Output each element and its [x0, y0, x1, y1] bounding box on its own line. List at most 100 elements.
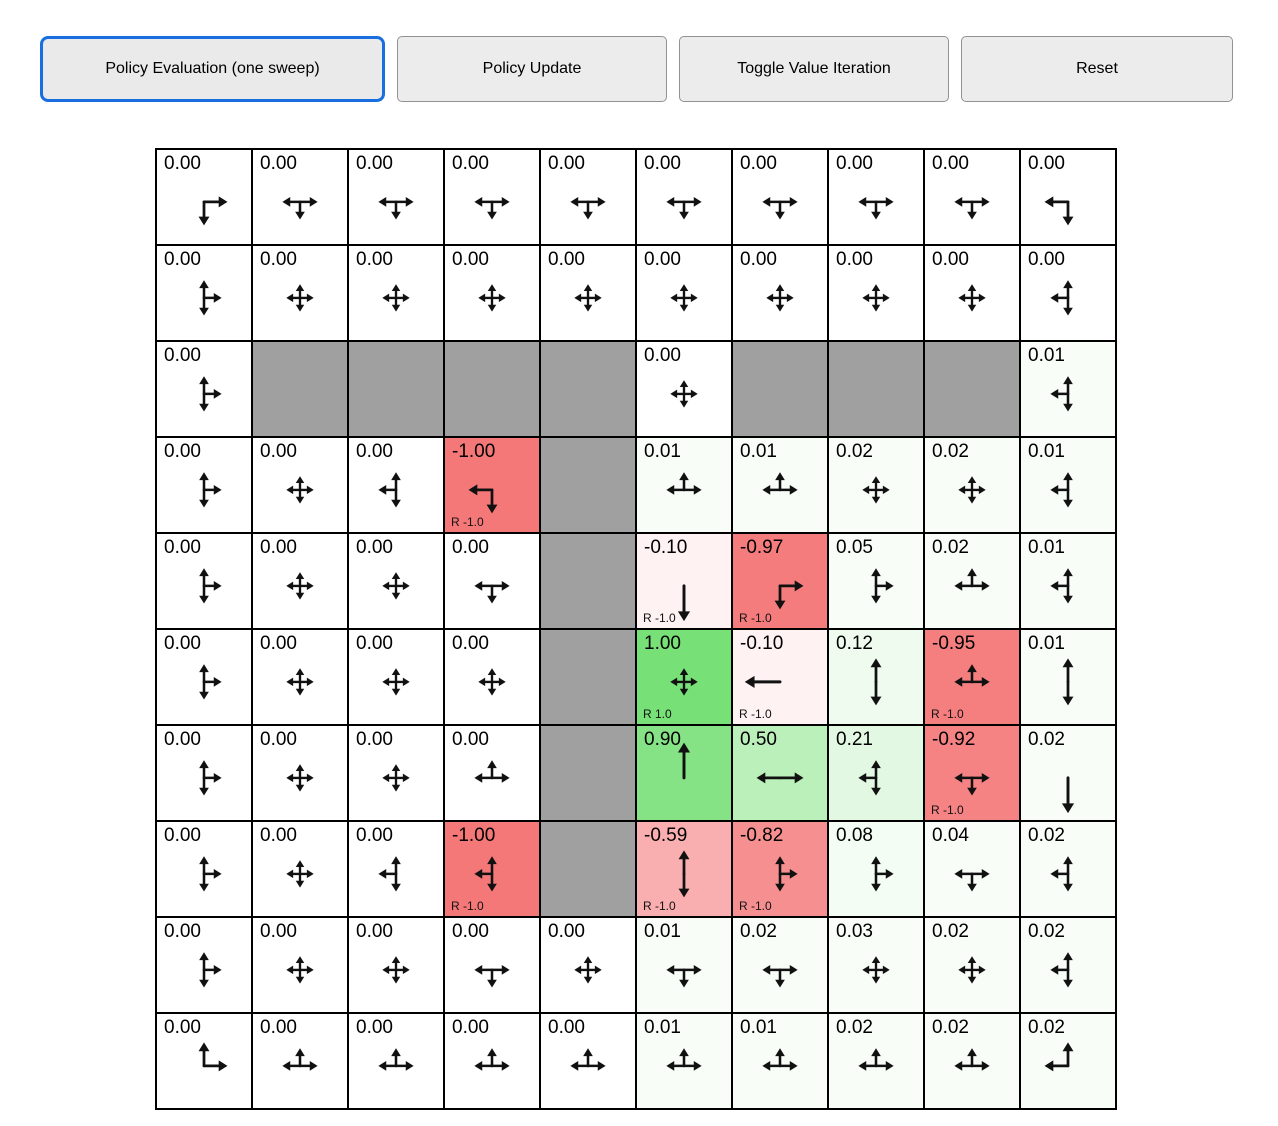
grid-cell: 0.00 — [348, 725, 444, 821]
cell-value: 0.00 — [932, 249, 969, 270]
cell-value: 0.01 — [1028, 633, 1065, 654]
cell-value: -0.10 — [740, 633, 784, 654]
cell-value: -0.59 — [644, 825, 688, 846]
cell-value: 1.00 — [644, 633, 681, 654]
cell-value: 0.04 — [932, 825, 969, 846]
grid-cell: 0.00 — [348, 437, 444, 533]
reset-button[interactable]: Reset — [961, 36, 1233, 102]
grid-cell: 0.02 — [1020, 1013, 1116, 1109]
grid-cell: 0.21 — [828, 725, 924, 821]
cell-value: 0.01 — [740, 1017, 777, 1038]
grid-cell: 0.00 — [156, 725, 252, 821]
grid-cell: -0.10 R -1.0 — [636, 533, 732, 629]
grid-cell: 0.00 — [252, 149, 348, 245]
grid-cell: 0.12 — [828, 629, 924, 725]
grid-cell: 0.02 — [924, 1013, 1020, 1109]
cell-value: 0.08 — [836, 825, 873, 846]
cell-value: 0.00 — [260, 825, 297, 846]
cell-value: 0.00 — [356, 249, 393, 270]
cell-value: 0.00 — [644, 249, 681, 270]
grid-cell: 0.00 — [156, 149, 252, 245]
grid-cell: -1.00 R -1.0 — [444, 821, 540, 917]
cell-reward-label: R -1.0 — [451, 899, 484, 913]
policy-update-button[interactable]: Policy Update — [397, 36, 667, 102]
cell-value: 0.00 — [356, 537, 393, 558]
grid-cell: -0.59 R -1.0 — [636, 821, 732, 917]
grid-cell: 0.01 — [1020, 533, 1116, 629]
grid-cell: 0.02 — [1020, 725, 1116, 821]
cell-value: 0.01 — [1028, 345, 1065, 366]
cell-value: 0.00 — [740, 153, 777, 174]
grid-cell: -0.95 R -1.0 — [924, 629, 1020, 725]
cell-value: 0.00 — [836, 153, 873, 174]
grid-cell: 0.00 — [252, 245, 348, 341]
grid-cell: 0.00 — [348, 149, 444, 245]
grid-cell: 0.00 — [828, 245, 924, 341]
grid-wall-cell — [348, 341, 444, 437]
cell-value: 0.00 — [260, 537, 297, 558]
cell-value: 0.00 — [356, 729, 393, 750]
grid-cell: 0.00 — [732, 245, 828, 341]
cell-value: 0.02 — [932, 441, 969, 462]
grid-cell: -0.97 R -1.0 — [732, 533, 828, 629]
cell-value: -1.00 — [452, 825, 496, 846]
grid-cell: 0.00 — [924, 245, 1020, 341]
grid-cell: 0.02 — [1020, 917, 1116, 1013]
cell-value: 0.00 — [548, 1017, 585, 1038]
cell-value: 0.00 — [452, 537, 489, 558]
grid-cell: 0.00 — [348, 245, 444, 341]
grid-cell: 0.00 — [348, 821, 444, 917]
cell-value: 0.00 — [164, 345, 201, 366]
grid-cell: 0.03 — [828, 917, 924, 1013]
cell-value: -0.92 — [932, 729, 976, 750]
cell-value: 0.02 — [740, 921, 777, 942]
policy-evaluation-button[interactable]: Policy Evaluation (one sweep) — [40, 36, 385, 102]
grid-cell: 0.00 — [156, 629, 252, 725]
grid-cell: 0.90 — [636, 725, 732, 821]
cell-value: -0.82 — [740, 825, 784, 846]
grid-cell: 0.04 — [924, 821, 1020, 917]
grid-cell: 0.02 — [1020, 821, 1116, 917]
grid-wall-cell — [540, 533, 636, 629]
grid-cell: 0.00 — [924, 149, 1020, 245]
cell-value: 0.00 — [164, 153, 201, 174]
grid-cell: 0.00 — [444, 1013, 540, 1109]
cell-reward-label: R -1.0 — [931, 707, 964, 721]
cell-reward-label: R 1.0 — [643, 707, 672, 721]
cell-value: -1.00 — [452, 441, 496, 462]
cell-value: 0.00 — [548, 921, 585, 942]
cell-value: 0.02 — [932, 1017, 969, 1038]
cell-value: 0.00 — [452, 1017, 489, 1038]
grid-wall-cell — [540, 341, 636, 437]
cell-value: 0.00 — [260, 153, 297, 174]
cell-value: 0.00 — [164, 537, 201, 558]
grid-cell: 0.00 — [540, 917, 636, 1013]
grid-cell: 0.00 — [444, 629, 540, 725]
cell-value: 0.00 — [260, 921, 297, 942]
grid-cell: 0.02 — [828, 1013, 924, 1109]
grid-cell: 0.00 — [252, 437, 348, 533]
toolbar: Policy Evaluation (one sweep) Policy Upda… — [40, 36, 1233, 102]
cell-value: 0.01 — [644, 441, 681, 462]
cell-value: 0.00 — [164, 633, 201, 654]
cell-value: 0.00 — [740, 249, 777, 270]
cell-reward-label: R -1.0 — [451, 515, 484, 529]
toggle-value-iteration-button[interactable]: Toggle Value Iteration — [679, 36, 949, 102]
cell-reward-label: R -1.0 — [739, 899, 772, 913]
grid-cell: 0.00 — [252, 821, 348, 917]
grid-cell: 1.00 R 1.0 — [636, 629, 732, 725]
grid-wall-cell — [732, 341, 828, 437]
cell-value: 0.00 — [164, 441, 201, 462]
cell-value: -0.95 — [932, 633, 976, 654]
cell-value: 0.00 — [164, 1017, 201, 1038]
grid-cell: 0.00 — [1020, 149, 1116, 245]
grid-cell: 0.00 — [444, 245, 540, 341]
grid-cell: 0.01 — [636, 1013, 732, 1109]
cell-value: 0.02 — [932, 921, 969, 942]
grid-cell: 0.02 — [924, 437, 1020, 533]
grid-cell: 0.01 — [1020, 629, 1116, 725]
grid-cell: 0.00 — [156, 437, 252, 533]
cell-value: 0.01 — [1028, 537, 1065, 558]
cell-value: 0.00 — [260, 633, 297, 654]
grid-cell: 0.00 — [348, 917, 444, 1013]
